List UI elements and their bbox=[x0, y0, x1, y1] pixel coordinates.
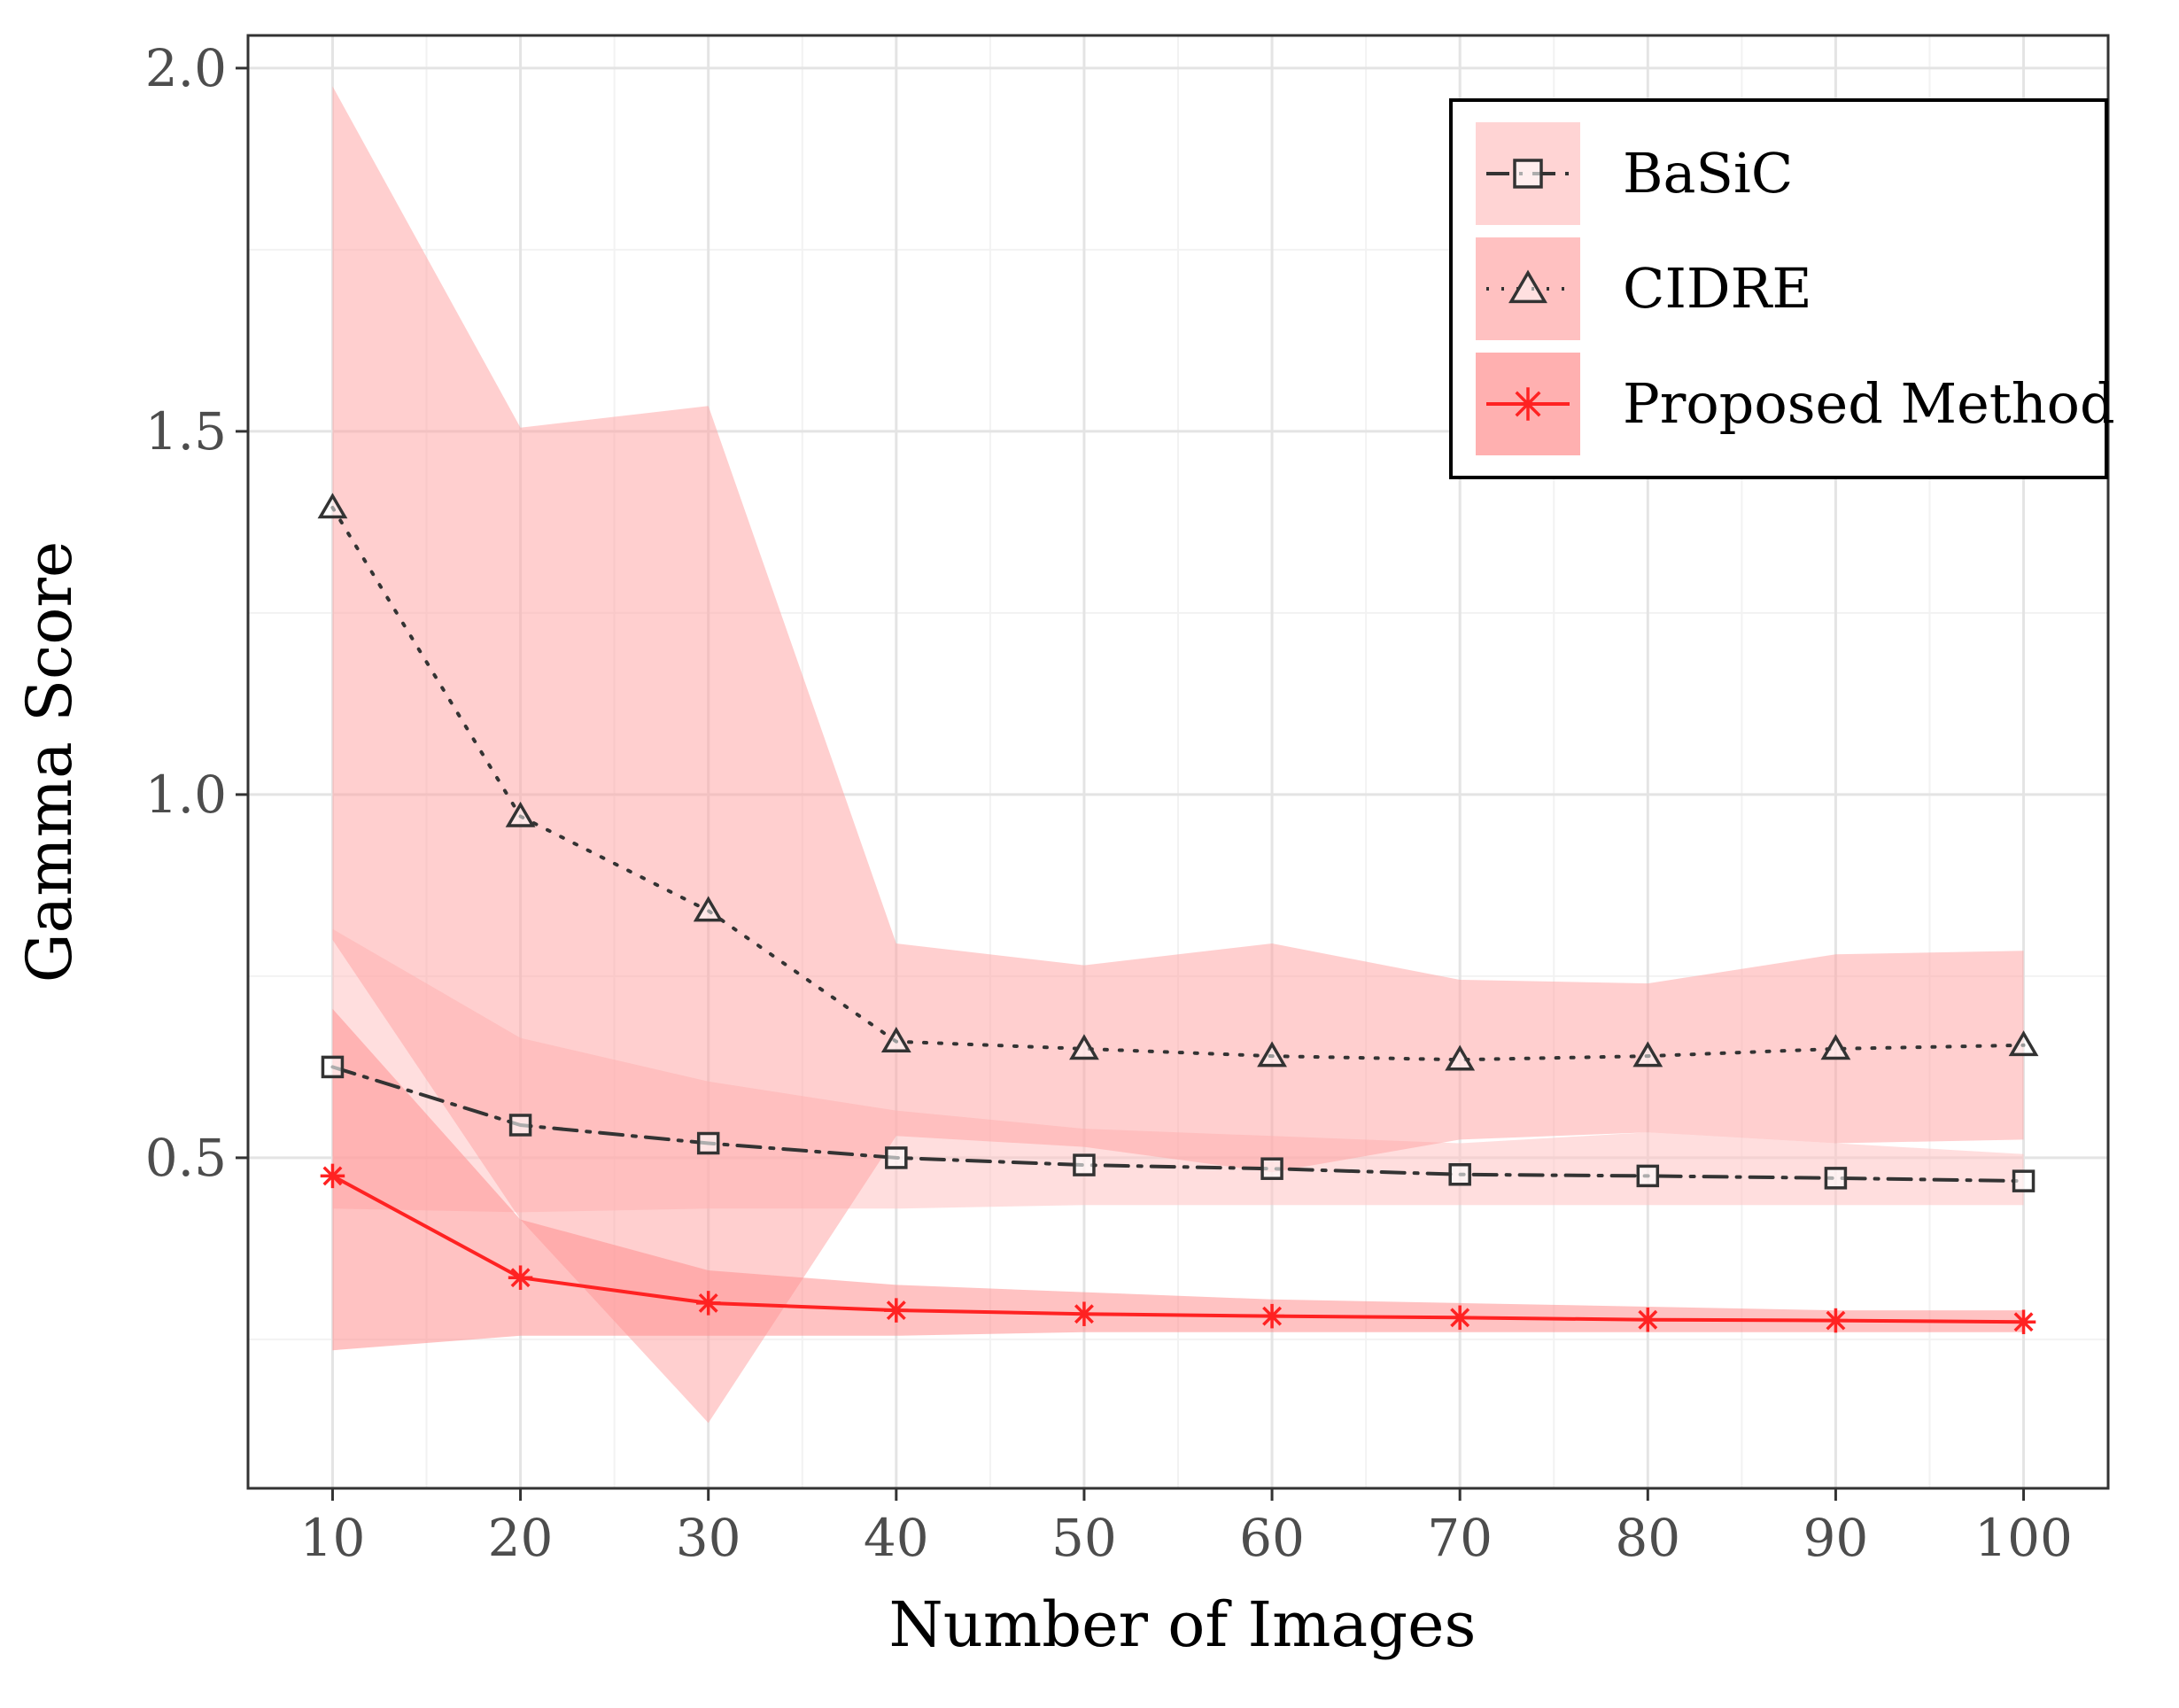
data-point-cidre bbox=[1445, 1044, 1476, 1071]
confidence-bands bbox=[332, 86, 2024, 1424]
x-tick-label: 80 bbox=[1615, 1508, 1680, 1568]
asterisk-stroke bbox=[510, 1268, 531, 1288]
data-point-proposed-method bbox=[1447, 1305, 1472, 1331]
data-point-cidre bbox=[880, 1027, 911, 1053]
asterisk-stroke bbox=[1515, 391, 1541, 417]
series-line-cidre bbox=[330, 506, 2026, 1062]
data-point-proposed-method bbox=[1823, 1308, 1849, 1333]
data-point-cidre bbox=[2008, 1030, 2039, 1057]
data-point-proposed-method bbox=[695, 1291, 721, 1316]
x-tick-label: 100 bbox=[1974, 1508, 2073, 1568]
x-tick-label: 40 bbox=[864, 1508, 929, 1568]
data-point-proposed-method bbox=[508, 1265, 533, 1290]
x-tick-label: 70 bbox=[1427, 1508, 1493, 1568]
data-point-basic bbox=[1260, 1157, 1283, 1180]
data-point-cidre bbox=[505, 801, 536, 827]
x-tick-label: 60 bbox=[1239, 1508, 1305, 1568]
series-markers bbox=[317, 493, 2039, 1334]
y-tick-label: 2.0 bbox=[145, 38, 227, 98]
legend-label-cidre: CIDRE bbox=[1623, 256, 1812, 321]
asterisk-stroke bbox=[322, 1166, 343, 1186]
y-tick-label: 1.5 bbox=[145, 401, 227, 462]
legend-label-proposed-method: Proposed Method bbox=[1623, 371, 2115, 436]
data-point-proposed-method bbox=[1635, 1308, 1661, 1332]
data-point-cidre bbox=[1257, 1041, 1287, 1068]
x-axis-ticks: 10 20 30 40 50 60 70 80 90 100 bbox=[300, 1488, 2073, 1568]
data-point-cidre bbox=[1632, 1041, 1663, 1068]
data-point-basic bbox=[696, 1131, 720, 1155]
asterisk-stroke bbox=[886, 1300, 906, 1321]
legend-label-basic: BaSiC bbox=[1623, 141, 1793, 206]
asterisk-stroke bbox=[1450, 1308, 1470, 1328]
data-point-cidre bbox=[693, 896, 724, 922]
y-tick-label: 1.0 bbox=[145, 765, 227, 825]
asterisk-stroke bbox=[1074, 1304, 1094, 1324]
legend-marker-basic bbox=[1513, 159, 1543, 189]
data-point-basic bbox=[2012, 1169, 2036, 1192]
legend-marker-cidre bbox=[1508, 269, 1547, 304]
x-tick-label: 50 bbox=[1051, 1508, 1117, 1568]
x-tick-label: 10 bbox=[300, 1508, 366, 1568]
confidence-band-proposed-method bbox=[332, 1008, 2024, 1351]
asterisk-stroke bbox=[1262, 1306, 1283, 1326]
data-point-cidre bbox=[317, 493, 348, 519]
plot-panel-border bbox=[246, 34, 2110, 1490]
y-tick-label: 0.5 bbox=[145, 1128, 227, 1188]
x-axis-title: Number of Images bbox=[889, 1588, 1477, 1661]
data-point-basic bbox=[885, 1146, 908, 1169]
data-point-proposed-method bbox=[2011, 1309, 2036, 1334]
series-lines bbox=[330, 506, 2026, 1324]
x-tick-label: 90 bbox=[1803, 1508, 1869, 1568]
data-point-basic bbox=[508, 1114, 532, 1137]
data-point-basic bbox=[1824, 1167, 1848, 1190]
data-point-basic bbox=[1448, 1163, 1471, 1186]
legend-marker-proposed-method bbox=[1511, 387, 1545, 421]
y-axis-ticks: 0.5 1.0 1.5 2.0 bbox=[145, 38, 248, 1188]
data-point-proposed-method bbox=[320, 1163, 345, 1189]
x-tick-label: 30 bbox=[676, 1508, 741, 1568]
confidence-band-cidre bbox=[332, 86, 2024, 1424]
legend: BaSiC CIDRE Proposed Method bbox=[1449, 98, 2115, 479]
data-point-proposed-method bbox=[884, 1298, 909, 1323]
series-line-basic bbox=[330, 1065, 2026, 1184]
x-tick-label: 20 bbox=[488, 1508, 554, 1568]
asterisk-stroke bbox=[2013, 1312, 2034, 1332]
asterisk-stroke bbox=[1826, 1310, 1846, 1331]
data-point-proposed-method bbox=[1072, 1301, 1097, 1326]
data-point-proposed-method bbox=[1260, 1303, 1284, 1329]
data-point-cidre bbox=[1069, 1034, 1099, 1060]
y-axis-title: Gamma Score bbox=[13, 541, 86, 983]
data-point-basic bbox=[1636, 1164, 1660, 1188]
data-point-cidre bbox=[1820, 1034, 1851, 1060]
data-point-basic bbox=[321, 1055, 345, 1079]
asterisk-stroke bbox=[1638, 1309, 1658, 1330]
data-point-basic bbox=[1073, 1153, 1096, 1176]
series-line-proposed-method bbox=[330, 1174, 2026, 1324]
asterisk-stroke bbox=[698, 1293, 718, 1313]
